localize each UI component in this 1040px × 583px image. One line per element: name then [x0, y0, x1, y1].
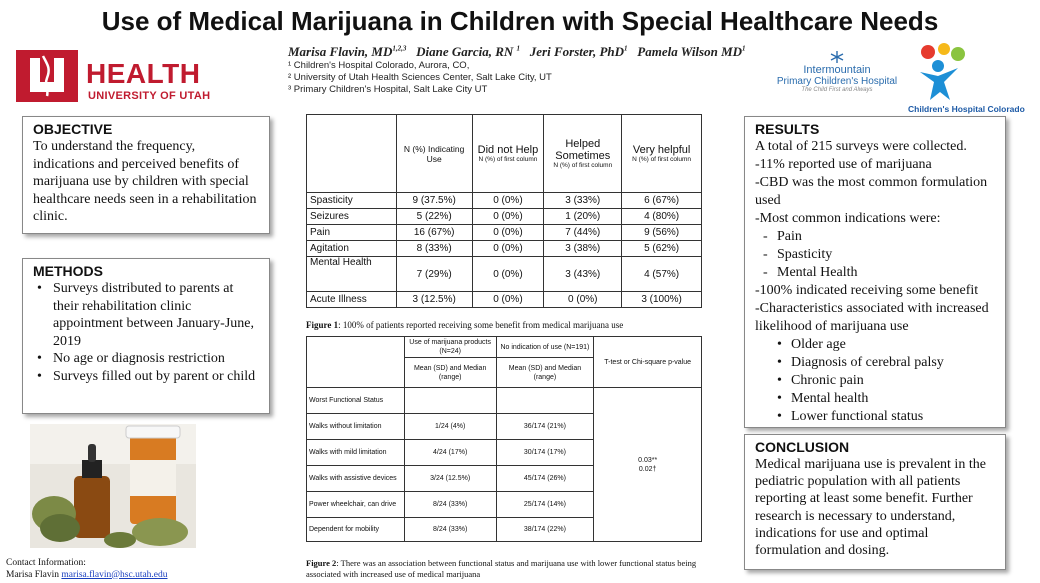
cannabis-products-photo — [30, 424, 196, 548]
list-item: • Chronic pain — [777, 373, 864, 388]
affiliation-2: ² University of Utah Health Sciences Cen… — [288, 72, 552, 83]
methods-list: Surveys distributed to parents at their … — [33, 280, 259, 385]
table-row: Seizures 5 (22%) 0 (0%) 1 (20%) 4 (80%) — [306, 208, 702, 225]
contact-label: Contact Information: — [6, 558, 86, 568]
results-line: A total of 215 surveys were collected. — [755, 139, 967, 154]
contact-line: Marisa Flavin marisa.flavin@hsc.utah.edu — [6, 570, 168, 582]
results-line: -CBD was the most common formulation use… — [755, 175, 988, 208]
conclusion-heading: CONCLUSION — [755, 439, 850, 455]
table-row: Spasticity 9 (37.5%) 0 (0%) 3 (33%) 6 (67%) — [306, 192, 702, 209]
poster-title: Use of Medical Marijuana in Children wit… — [101, 6, 939, 36]
cannabis-oil-image — [30, 424, 196, 548]
table-subheader: Mean (SD) and Median (range) — [403, 357, 497, 388]
table-header: Very helpful N (%) of first column — [621, 114, 702, 193]
child-figure-icon — [920, 43, 965, 100]
table-row: Walks with mild limitation 4/24 (17%) 30/1… — [306, 439, 702, 466]
table-row: Worst Functional Status 0.03** 0.02† — [306, 387, 702, 542]
contact-email-link[interactable]: marisa.flavin@hsc.utah.edu — [61, 569, 168, 580]
table-header: No indication of use (N=191) — [495, 336, 595, 358]
list-item: Surveys distributed to parents at their … — [33, 280, 259, 350]
childrens-hospital-colorado-logo: Children's Hospital Colorado — [904, 42, 1034, 118]
contact-info: Contact Information: Marisa Flavin maris… — [6, 558, 168, 581]
table-header: T-test or Chi-square p-value — [593, 336, 702, 388]
table-row: Walks without limitation 1/24 (4%) 36/174 … — [306, 413, 702, 440]
u-block-logo-icon — [16, 50, 78, 102]
indications-table: N (%) Indicating Use Did not Help N (%) o… — [306, 114, 702, 308]
list-item: • Mental health — [777, 391, 869, 406]
conclusion-text: Medical marijuana use is prevalent in th… — [755, 457, 986, 559]
table-subheader: Mean (SD) and Median (range) — [495, 357, 595, 388]
results-line: -100% indicated receiving some benefit — [755, 283, 979, 298]
intermountain-name: Intermountain — [803, 64, 871, 76]
intermountain-logo: Intermountain Primary Children's Hospita… — [772, 50, 902, 100]
list-item: • Diagnosis of cerebral palsy — [777, 355, 944, 370]
p-value-cell: 0.03** 0.02† — [593, 387, 702, 542]
affiliation-1: ¹ Children's Hospital Colorado, Aurora, … — [288, 60, 470, 71]
primary-childrens-name: Primary Children's Hospital — [776, 76, 898, 87]
table-row: Mental Health 7 (29%) 0 (0%) 3 (43%) 4 (57%) — [306, 256, 702, 292]
contact-name: Marisa Flavin — [6, 569, 62, 580]
table-header-blank — [306, 114, 397, 193]
uhealth-subtitle: UNIVERSITY OF UTAH — [88, 90, 211, 102]
methods-box: METHODS Surveys distributed to parents a… — [22, 258, 270, 414]
list-item: Surveys filled out by parent or child — [33, 368, 259, 386]
table-row: Dependent for mobility 8/24 (33%) 38/174 (… — [306, 517, 702, 542]
functional-status-table: Use of marijuana products (N=24) No indi… — [306, 336, 702, 542]
author-names: Marisa Flavin, MD1,2,3 Diane Garcia, RN … — [288, 44, 746, 59]
uhealth-wordmark: HEALTH — [86, 58, 201, 89]
affiliation-3: ³ Primary Children's Hospital, Salt Lake… — [288, 84, 488, 95]
results-line: -11% reported use of marijuana — [755, 157, 932, 172]
intermountain-tagline: The Child First and Always — [801, 87, 873, 93]
table-header: Use of marijuana products (N=24) — [403, 336, 497, 358]
table-row: Acute Illness 3 (12.5%) 0 (0%) 0 (0%) 3 (100… — [306, 291, 702, 308]
results-line: -Characteristics associated with increas… — [755, 301, 989, 334]
figure-2-caption: Figure 2: There was an association betwe… — [306, 558, 697, 579]
results-heading: RESULTS — [755, 121, 820, 137]
methods-heading: METHODS — [33, 263, 103, 279]
table-row: Pain 16 (67%) 0 (0%) 7 (44%) 9 (56%) — [306, 224, 702, 241]
list-item: No age or diagnosis restriction — [33, 350, 259, 368]
list-item: - Pain — [763, 229, 802, 244]
table-row: Agitation 8 (33%) 0 (0%) 3 (38%) 5 (62%) — [306, 240, 702, 257]
objective-box: OBJECTIVE To understand the frequency, i… — [22, 116, 270, 234]
university-of-utah-health-logo: HEALTH UNIVERSITY OF UTAH — [16, 50, 216, 110]
table-header: N (%) Indicating Use — [395, 114, 473, 193]
objective-heading: OBJECTIVE — [33, 121, 113, 137]
conclusion-box: CONCLUSION Medical marijuana use is prev… — [744, 434, 1006, 570]
list-item: • Older age — [777, 337, 846, 352]
table-header: Did not Help N (%) of first column — [471, 114, 545, 193]
authors-block: Marisa Flavin, MD1,2,3 Diane Garcia, RN … — [288, 44, 746, 96]
list-item: - Mental Health — [763, 265, 858, 280]
table-header-blank — [306, 336, 405, 388]
list-item: - Spasticity — [763, 247, 833, 262]
objective-text: To understand the frequency, indications… — [33, 139, 257, 224]
list-item: • Lower functional status — [777, 409, 924, 424]
chco-name: Children's Hospital Colorado — [908, 104, 1025, 114]
table-header: Helped Sometimes N (%) of first column — [543, 114, 623, 193]
results-box: RESULTS A total of 215 surveys were coll… — [744, 116, 1006, 428]
results-line: -Most common indications were: — [755, 211, 941, 226]
figure-1-caption: Figure 1: 100% of patients reported rece… — [306, 320, 624, 330]
snowflake-icon — [830, 51, 844, 63]
